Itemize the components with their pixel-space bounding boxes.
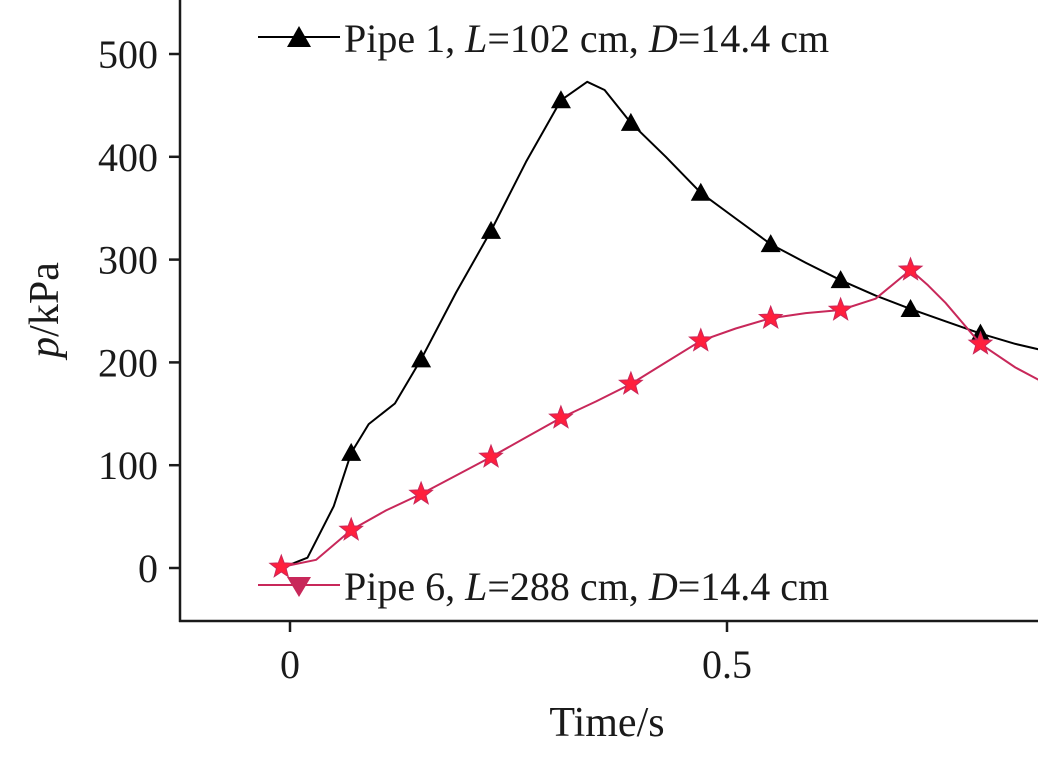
legend-var-l: L (464, 564, 487, 609)
legend-prefix: Pipe 6, (344, 564, 465, 609)
legend-val-d: =14.4 cm (678, 564, 829, 609)
y-tick-label: 500 (98, 32, 158, 77)
legend-var-l: L (464, 16, 487, 61)
series-pipe-6 (268, 256, 1038, 578)
legend-var-d: D (648, 16, 678, 61)
data-point-marker (897, 256, 924, 281)
data-point-marker (550, 90, 571, 109)
y-tick-label: 0 (138, 546, 158, 591)
legend-val-l: =288 cm, (487, 564, 648, 609)
legend-prefix: Pipe 1, (344, 16, 465, 61)
legend-entry-pipe-6: Pipe 6, L=288 cm, D=14.4 cm (258, 564, 829, 609)
data-point-marker (620, 112, 641, 131)
data-point-marker (481, 220, 502, 239)
data-point-marker (548, 404, 574, 429)
data-point-marker (900, 298, 921, 317)
data-point-marker (967, 330, 994, 355)
data-point-marker (268, 553, 295, 578)
legend-val-d: =14.4 cm (678, 16, 829, 61)
legend-marker-pipe-1 (287, 26, 311, 47)
x-tick-label: 0 (280, 642, 300, 687)
y-axis-title: p/kPa (22, 262, 68, 361)
y-tick-label: 300 (98, 238, 158, 283)
y-axis-title-unit: /kPa (22, 262, 68, 337)
x-tick-label: 0.5 (702, 642, 752, 687)
axes-frame (178, 0, 1038, 623)
data-point-marker (341, 442, 362, 461)
legend-label-pipe-6: Pipe 6, L=288 cm, D=14.4 cm (344, 564, 829, 609)
legend-val-l: =102 cm, (487, 16, 648, 61)
y-tick-label: 100 (98, 443, 158, 488)
x-axis-title: Time/s (549, 700, 664, 746)
legend-var-d: D (648, 564, 678, 609)
series-layer (268, 80, 1038, 578)
data-point-marker (688, 327, 714, 352)
data-point-marker (408, 480, 434, 505)
y-tick-label: 400 (98, 135, 158, 180)
legend-marker-pipe-6 (287, 577, 311, 597)
data-point-marker (760, 234, 781, 253)
series-line (280, 80, 1038, 569)
data-point-marker (827, 296, 854, 321)
series-pipe-1 (280, 80, 1038, 569)
legend-entry-pipe-1: Pipe 1, L=102 cm, D=14.4 cm (258, 16, 829, 61)
y-axis-title-symbol: p (22, 337, 68, 361)
data-point-marker (690, 182, 711, 201)
data-point-marker (478, 443, 504, 468)
legend: Pipe 1, L=102 cm, D=14.4 cm Pipe 6, L=28… (258, 16, 829, 609)
data-point-marker (618, 370, 644, 395)
data-point-marker (411, 349, 432, 368)
y-tick-label: 200 (98, 340, 158, 385)
series-line (281, 268, 1038, 568)
data-point-marker (757, 304, 784, 330)
data-point-marker (338, 516, 364, 541)
legend-label-pipe-1: Pipe 1, L=102 cm, D=14.4 cm (344, 16, 829, 61)
data-point-marker (830, 270, 851, 289)
